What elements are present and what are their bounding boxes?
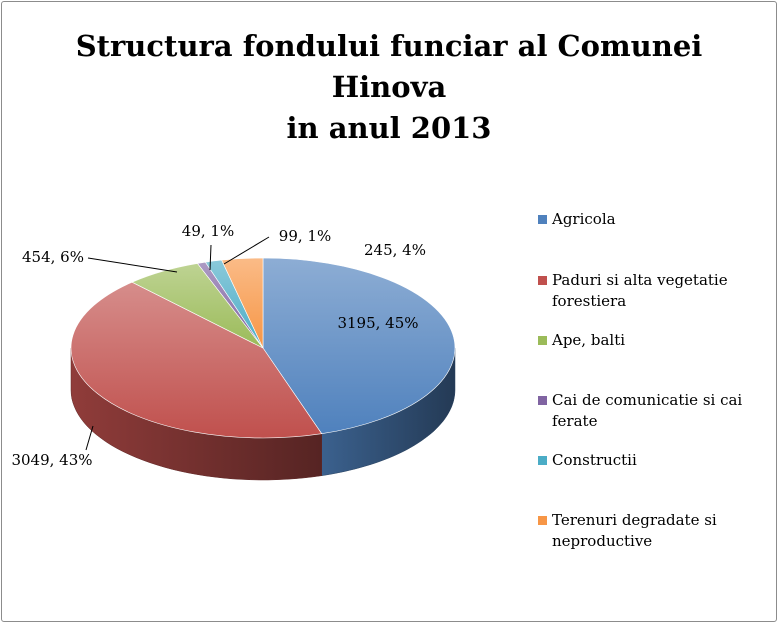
data-label-paduri-si-alta-vegetatie-forestiera: 3049, 43% — [11, 451, 92, 469]
legend-label-paduri-si-alta-vegetatie-forestiera: Paduri si alta vegetatie — [552, 271, 728, 289]
legend-label-paduri-si-alta-vegetatie-forestiera: forestiera — [552, 292, 626, 310]
pie-slice-agricola — [262, 257, 456, 435]
data-label-cai-de-comunicatie-si-cai-ferate: 49, 1% — [182, 222, 234, 240]
legend-label-ape-balti: Ape, balti — [551, 331, 625, 349]
chart-title-line-3: in anul 2013 — [287, 111, 492, 145]
leader-line — [209, 244, 212, 271]
legend-label-cai-de-comunicatie-si-cai-ferate: Cai de comunicatie si cai — [552, 391, 742, 409]
leader-line — [85, 425, 94, 451]
legend-label-cai-de-comunicatie-si-cai-ferate: ferate — [552, 412, 598, 430]
legend: Agricola Paduri si alta vegetatie forestie… — [538, 210, 742, 550]
legend-swatch-ape-balti — [538, 336, 547, 345]
chart-title-line-2: Hinova — [332, 70, 447, 104]
data-labels: 3195, 45% 3049, 43% 454, 6% 49, 1% 99, 1% 245… — [11, 222, 426, 469]
data-label-agricola: 3195, 45% — [337, 314, 418, 332]
data-label-terenuri-degradate-si-neproductive: 245, 4% — [364, 241, 426, 259]
chart-title-line-1: Structura fondului funciar al Comunei — [76, 29, 703, 63]
legend-swatch-cai-de-comunicatie-si-cai-ferate — [538, 396, 547, 405]
legend-label-terenuri-degradate-si-neproductive: neproductive — [552, 532, 652, 550]
pie-group — [70, 257, 456, 481]
pie-slice-terenuri-degradate-si-neproductive — [221, 257, 264, 349]
legend-swatch-terenuri-degradate-si-neproductive — [538, 516, 547, 525]
data-label-constructii: 99, 1% — [279, 227, 331, 245]
legend-label-terenuri-degradate-si-neproductive: Terenuri degradate si — [552, 511, 717, 529]
leader-line — [223, 236, 270, 265]
pie-slice-paduri-si-alta-vegetatie-forestiera — [70, 281, 323, 439]
leader-line — [87, 257, 178, 273]
legend-swatch-constructii — [538, 456, 547, 465]
legend-swatch-agricola — [538, 215, 547, 224]
legend-swatch-paduri-si-alta-vegetatie-forestiera — [538, 276, 547, 285]
data-label-ape-balti: 454, 6% — [22, 248, 84, 266]
legend-label-agricola: Agricola — [551, 210, 616, 228]
legend-label-constructii: Constructii — [552, 451, 637, 469]
